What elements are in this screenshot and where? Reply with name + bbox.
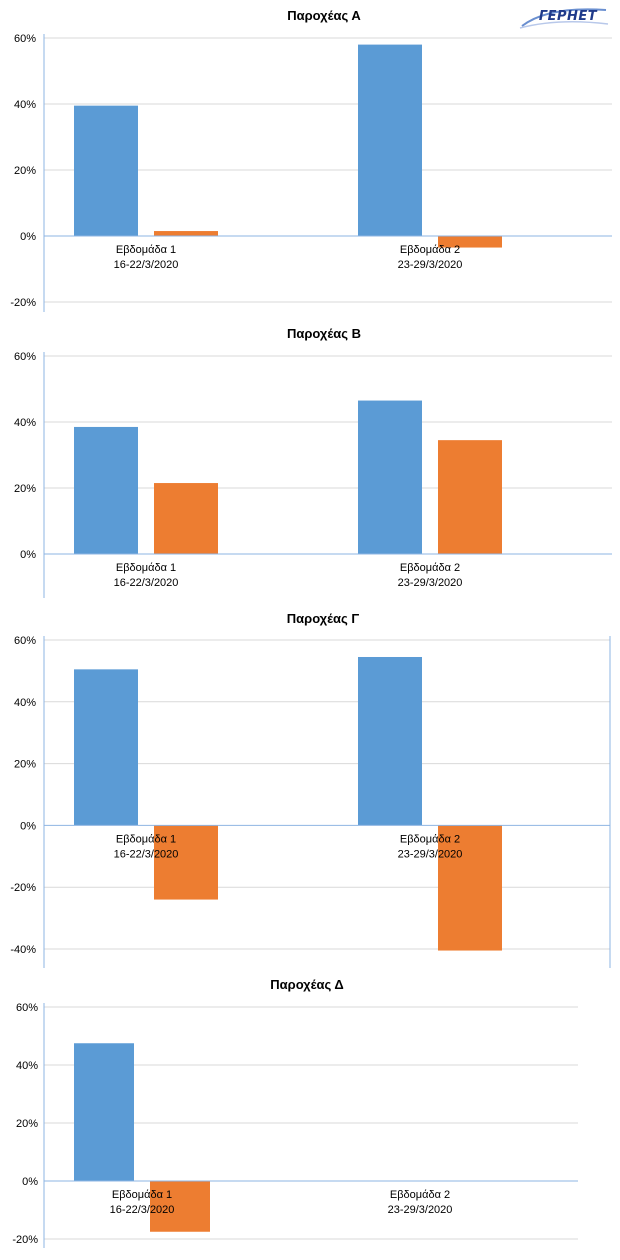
x-category-label: Εβδομάδα 1 xyxy=(116,244,176,256)
bar-series2-cat1 xyxy=(154,231,218,236)
bar-series2-cat2 xyxy=(438,440,502,554)
bar-series1-cat2 xyxy=(358,656,422,826)
y-tick-label: -40% xyxy=(10,944,36,956)
y-tick-label: -20% xyxy=(12,1234,38,1246)
chart-title: Παροχέας Γ xyxy=(287,611,360,626)
bar-series2-cat2 xyxy=(438,825,502,951)
bar-series1-cat1 xyxy=(74,1043,134,1181)
y-tick-label: 40% xyxy=(14,697,36,709)
y-tick-label: 20% xyxy=(14,483,36,495)
bar-series2-cat2 xyxy=(438,236,502,248)
x-category-label: 16-22/3/2020 xyxy=(110,1204,175,1216)
y-tick-label: 0% xyxy=(20,231,36,243)
y-tick-label: 0% xyxy=(20,820,36,832)
chart-3: Παροχέας Γ 60% 40% 20% 0% -20% -40% Εβδομάδα 1 1… xyxy=(10,611,611,968)
y-tick-label: 40% xyxy=(16,1060,38,1072)
bar-series2-cat1 xyxy=(154,825,218,900)
chart-4: Παροχέας Δ 60% 40% 20% 0% -20% Εβδομάδα 1 16-22… xyxy=(12,977,578,1248)
x-category-label: Εβδομάδα 1 xyxy=(116,833,176,845)
x-category-label: 23-29/3/2020 xyxy=(398,577,463,589)
bar-series1-cat1 xyxy=(74,105,138,237)
chart-1: Παροχέας Α 60% 40% 20% 0% -20% Εβδομάδα 1 16-22… xyxy=(10,8,612,312)
y-tick-label: 60% xyxy=(14,33,36,45)
x-category-label: 16-22/3/2020 xyxy=(114,259,179,271)
x-category-label: Εβδομάδα 1 xyxy=(116,562,176,574)
y-tick-label: 0% xyxy=(20,549,36,561)
y-tick-label: 60% xyxy=(16,1002,38,1014)
y-tick-label: 20% xyxy=(14,165,36,177)
y-tick-label: 40% xyxy=(14,417,36,429)
logo-text: ΓΕΡΗΕΤ xyxy=(538,9,598,24)
y-tick-label: 40% xyxy=(14,99,36,111)
logo-swoosh-icon xyxy=(519,8,609,29)
y-tick-label: 20% xyxy=(16,1118,38,1130)
x-category-label: Εβδομάδα 2 xyxy=(400,244,460,256)
y-tick-label: -20% xyxy=(10,882,36,894)
chart-title: Παροχέας Α xyxy=(287,8,361,23)
chart-title: Παροχέας Δ xyxy=(270,977,343,992)
bar-series2-cat1 xyxy=(150,1181,210,1232)
x-category-label: Εβδομάδα 2 xyxy=(400,562,460,574)
chart-2: Παροχέας Β 60% 40% 20% 0% Εβδομάδα 1 16-22/3/2… xyxy=(14,326,612,598)
y-tick-label: 60% xyxy=(14,351,36,363)
x-category-label: Εβδομάδα 1 xyxy=(112,1189,172,1201)
x-category-label: Εβδομάδα 2 xyxy=(400,833,460,845)
bar-series1-cat2 xyxy=(358,44,422,236)
x-category-label: Εβδομάδα 2 xyxy=(390,1189,450,1201)
bar-series1-cat1 xyxy=(74,426,138,554)
bar-series2-cat1 xyxy=(154,483,218,554)
x-category-label: 23-29/3/2020 xyxy=(398,259,463,271)
bar-series1-cat2 xyxy=(358,400,422,554)
bar-series1-cat1 xyxy=(74,669,138,826)
chart-title: Παροχέας Β xyxy=(287,326,361,341)
x-category-label: 23-29/3/2020 xyxy=(388,1204,453,1216)
y-tick-label: -20% xyxy=(10,297,36,309)
y-tick-label: 60% xyxy=(14,635,36,647)
y-tick-label: 0% xyxy=(22,1176,38,1188)
x-category-label: 16-22/3/2020 xyxy=(114,848,179,860)
y-tick-label: 20% xyxy=(14,759,36,771)
x-category-label: 23-29/3/2020 xyxy=(398,848,463,860)
logo: ΓΕΡΗΕΤ xyxy=(518,4,610,32)
x-category-label: 16-22/3/2020 xyxy=(114,577,179,589)
